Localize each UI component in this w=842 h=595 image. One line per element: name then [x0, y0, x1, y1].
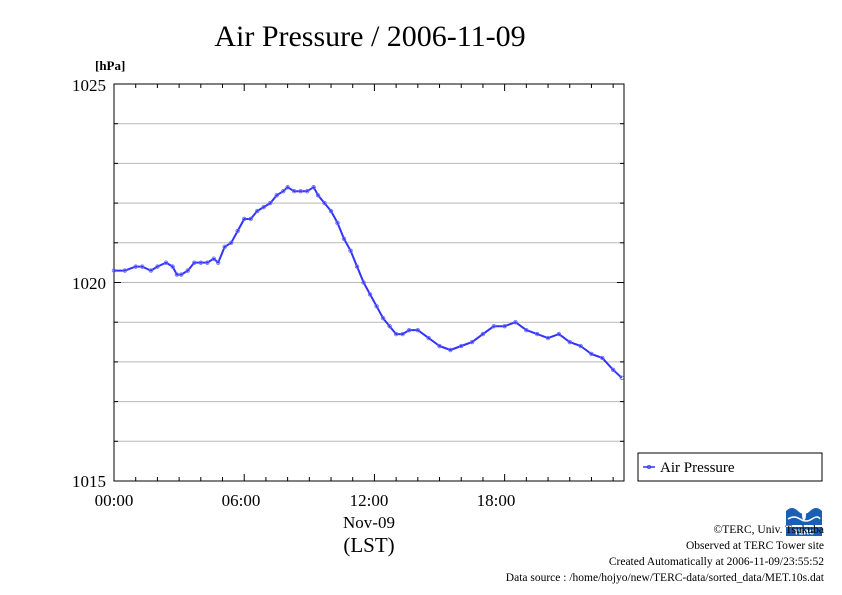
axis-ticks	[113, 83, 624, 482]
data-point	[469, 339, 475, 345]
data-point	[361, 280, 366, 285]
data-point	[211, 256, 217, 261]
data-point	[393, 331, 399, 337]
x-tick-label-0000: 00:00	[95, 491, 134, 510]
data-point	[222, 244, 227, 249]
data-point	[448, 347, 453, 353]
data-point	[600, 355, 605, 361]
credits-block: ©TERC, Univ. Tsukuba Observed at TERC To…	[506, 522, 824, 586]
data-point	[261, 204, 266, 210]
data-point	[513, 320, 518, 325]
grid-lines	[114, 123, 624, 442]
data-point	[367, 292, 373, 297]
data-point	[589, 351, 594, 357]
data-point	[148, 268, 154, 273]
data-point	[281, 188, 286, 194]
data-point	[274, 192, 279, 198]
data-point	[268, 200, 273, 206]
data-point	[480, 331, 486, 337]
terc-logo: TERC	[784, 503, 824, 537]
data-point	[610, 367, 616, 373]
data-point	[567, 339, 572, 345]
data-point	[556, 331, 562, 337]
x-tick-label-0600: 06:00	[222, 491, 261, 510]
data-point	[255, 208, 260, 214]
data-point	[335, 220, 340, 226]
data-point	[502, 323, 507, 329]
data-point	[322, 200, 327, 206]
data-point	[140, 264, 145, 269]
data-point	[179, 272, 184, 277]
data-point	[491, 323, 496, 329]
data-point	[328, 208, 334, 214]
data-point	[578, 343, 583, 349]
y-tick-label-1015: 1015	[72, 472, 106, 491]
data-point	[205, 260, 210, 265]
data-point	[198, 260, 204, 265]
data-point	[387, 323, 392, 329]
data-point	[380, 316, 386, 321]
chart-title: Air Pressure / 2006-11-09	[214, 20, 525, 53]
data-point	[155, 264, 160, 269]
x-tick-label-1200: 12:00	[350, 491, 389, 510]
data-point	[242, 216, 247, 222]
data-point	[374, 304, 379, 309]
data-point	[534, 331, 540, 337]
credit-copyright: ©TERC, Univ. Tsukuba	[713, 524, 824, 536]
legend-box	[637, 452, 823, 482]
data-point	[459, 343, 464, 349]
y-tick-label-1025: 1025	[72, 76, 106, 95]
logo-text: TERC	[794, 529, 814, 537]
data-point	[415, 327, 421, 333]
data-point	[291, 188, 297, 194]
data-point	[315, 192, 321, 198]
data-point	[341, 236, 347, 242]
data-point	[235, 228, 240, 234]
data-point	[437, 343, 442, 349]
y-tick-label-1020: 1020	[72, 274, 106, 293]
data-point	[248, 216, 253, 222]
credit-source: Data source : /home/hojyo/new/TERC-data/…	[505, 572, 824, 584]
x-date-label: Nov-09	[343, 513, 395, 532]
series-air-pressure	[111, 185, 625, 380]
data-point	[426, 335, 431, 341]
data-point	[304, 188, 310, 194]
credit-created: Created Automatically at 2006-11-09/23:5…	[608, 556, 824, 568]
data-point	[163, 260, 169, 265]
data-point	[111, 268, 117, 273]
data-point	[285, 185, 290, 190]
data-point	[524, 327, 529, 333]
data-point	[545, 335, 551, 341]
data-point	[311, 185, 316, 190]
data-point	[170, 264, 175, 269]
legend-label: Air Pressure	[660, 460, 735, 476]
x-tick-label-1800: 18:00	[477, 491, 516, 510]
data-point	[298, 188, 303, 194]
data-point	[348, 248, 353, 253]
data-point	[215, 260, 221, 265]
data-point	[185, 268, 190, 273]
data-point	[406, 327, 412, 333]
data-point	[354, 264, 360, 269]
x-axis-label: (LST)	[343, 533, 394, 557]
data-point	[400, 331, 405, 337]
data-point	[133, 264, 138, 269]
credit-observed: Observed at TERC Tower site	[685, 540, 824, 552]
data-point	[174, 272, 180, 277]
data-point	[122, 268, 128, 273]
legend-swatch-marker	[647, 464, 652, 469]
y-unit-label: [hPa]	[95, 58, 125, 73]
data-point	[619, 375, 625, 380]
data-point	[192, 260, 197, 265]
data-point	[228, 240, 234, 245]
